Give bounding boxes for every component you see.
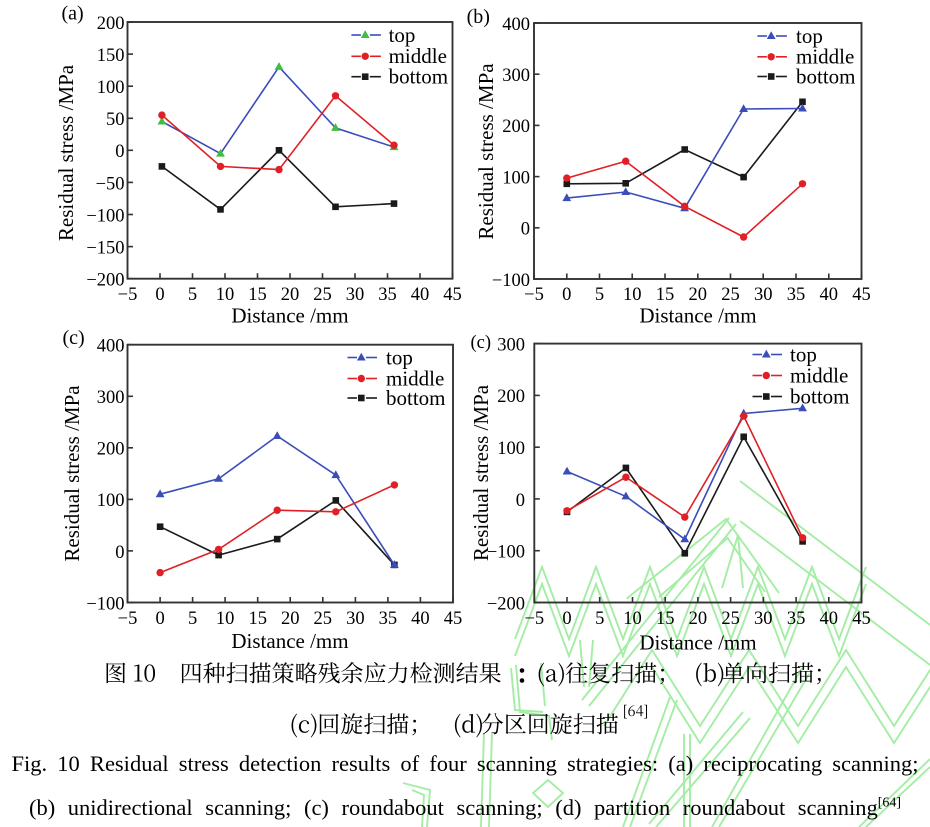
svg-text:−100: −100 <box>86 594 124 614</box>
svg-text:−5: −5 <box>524 285 544 305</box>
svg-text:0: 0 <box>155 285 164 305</box>
svg-text:200: 200 <box>97 14 125 34</box>
svg-text:40: 40 <box>411 285 430 305</box>
svg-text:40: 40 <box>411 609 430 629</box>
svg-text:20: 20 <box>689 285 708 305</box>
svg-text:300: 300 <box>97 388 125 408</box>
svg-text:(c): (c) <box>63 327 85 349</box>
svg-text:bottom: bottom <box>796 64 856 88</box>
svg-text:−100: −100 <box>492 271 530 291</box>
svg-text:15: 15 <box>656 609 675 629</box>
svg-text:bottom: bottom <box>386 386 446 410</box>
svg-text:0: 0 <box>115 543 124 563</box>
svg-text:40: 40 <box>820 285 839 305</box>
svg-text:45: 45 <box>444 609 463 629</box>
svg-text:300: 300 <box>497 336 525 356</box>
svg-text:−5: −5 <box>524 609 544 629</box>
svg-text:−100: −100 <box>487 543 525 563</box>
svg-text:200: 200 <box>502 117 530 137</box>
svg-text:top: top <box>796 24 823 48</box>
svg-text:5: 5 <box>595 609 604 629</box>
svg-text:400: 400 <box>97 337 125 357</box>
svg-text:−100: −100 <box>86 206 124 226</box>
svg-text:50: 50 <box>106 110 125 130</box>
svg-text:20: 20 <box>281 285 300 305</box>
svg-text:400: 400 <box>502 15 530 35</box>
svg-text:35: 35 <box>787 609 806 629</box>
svg-text:30: 30 <box>754 609 773 629</box>
svg-text:middle: middle <box>386 366 444 390</box>
svg-text:top: top <box>389 23 416 47</box>
svg-text:middle: middle <box>790 363 848 387</box>
svg-text:100: 100 <box>497 439 525 459</box>
svg-text:40: 40 <box>820 609 839 629</box>
svg-text:10: 10 <box>623 609 642 629</box>
svg-text:25: 25 <box>721 285 740 305</box>
svg-text:Distance /mm: Distance /mm <box>639 304 756 328</box>
svg-text:−200: −200 <box>86 271 124 291</box>
svg-text:(a): (a) <box>62 3 84 25</box>
svg-text:15: 15 <box>656 285 675 305</box>
svg-text:45: 45 <box>852 609 871 629</box>
svg-text:150: 150 <box>97 46 125 66</box>
svg-text:Residual stress /MPa: Residual stress /MPa <box>60 385 84 562</box>
svg-text:100: 100 <box>502 168 530 188</box>
svg-text:25: 25 <box>721 609 740 629</box>
svg-text:5: 5 <box>595 285 604 305</box>
svg-text:10: 10 <box>216 285 235 305</box>
svg-text:(b): (b) <box>467 6 490 28</box>
svg-text:5: 5 <box>188 609 197 629</box>
svg-text:20: 20 <box>689 609 708 629</box>
svg-text:−5: −5 <box>118 609 138 629</box>
svg-text:−150: −150 <box>86 239 124 259</box>
svg-text:30: 30 <box>346 285 365 305</box>
svg-text:bottom: bottom <box>790 384 850 408</box>
svg-text:45: 45 <box>443 285 462 305</box>
svg-text:−200: −200 <box>487 594 525 614</box>
svg-text:0: 0 <box>516 491 525 511</box>
svg-text:bottom: bottom <box>389 65 449 89</box>
svg-text:15: 15 <box>248 609 267 629</box>
svg-text:200: 200 <box>97 440 125 460</box>
svg-text:Residual stress /MPa: Residual stress /MPa <box>54 64 78 241</box>
svg-text:middle: middle <box>796 45 854 69</box>
svg-text:Distance /mm: Distance /mm <box>231 304 348 328</box>
svg-text:middle: middle <box>389 44 447 68</box>
svg-text:100: 100 <box>97 491 125 511</box>
svg-text:100: 100 <box>97 78 125 98</box>
svg-text:0: 0 <box>115 142 124 162</box>
svg-text:30: 30 <box>346 609 365 629</box>
svg-text:20: 20 <box>281 609 300 629</box>
svg-text:Distance /mm: Distance /mm <box>231 629 348 653</box>
svg-text:0: 0 <box>562 609 571 629</box>
svg-text:0: 0 <box>562 285 571 305</box>
svg-text:25: 25 <box>313 285 332 305</box>
svg-text:25: 25 <box>314 609 333 629</box>
svg-text:35: 35 <box>379 609 398 629</box>
svg-text:−5: −5 <box>118 285 138 305</box>
svg-text:10: 10 <box>623 285 642 305</box>
svg-text:10: 10 <box>216 609 235 629</box>
svg-text:top: top <box>790 342 817 366</box>
svg-text:300: 300 <box>502 66 530 86</box>
svg-text:−50: −50 <box>96 174 125 194</box>
svg-text:Residual stress /MPa: Residual stress /MPa <box>469 384 493 561</box>
svg-text:15: 15 <box>248 285 267 305</box>
svg-text:(c): (c) <box>471 333 492 353</box>
svg-text:35: 35 <box>378 285 397 305</box>
svg-text:5: 5 <box>188 285 197 305</box>
svg-text:200: 200 <box>497 387 525 407</box>
svg-text:35: 35 <box>787 285 806 305</box>
svg-text:0: 0 <box>155 609 164 629</box>
svg-text:Residual stress /MPa: Residual stress /MPa <box>474 63 498 240</box>
svg-text:top: top <box>386 345 413 369</box>
svg-text:0: 0 <box>521 220 530 240</box>
svg-text:Distance /mm: Distance /mm <box>639 631 756 655</box>
svg-text:45: 45 <box>852 285 871 305</box>
svg-text:30: 30 <box>754 285 773 305</box>
